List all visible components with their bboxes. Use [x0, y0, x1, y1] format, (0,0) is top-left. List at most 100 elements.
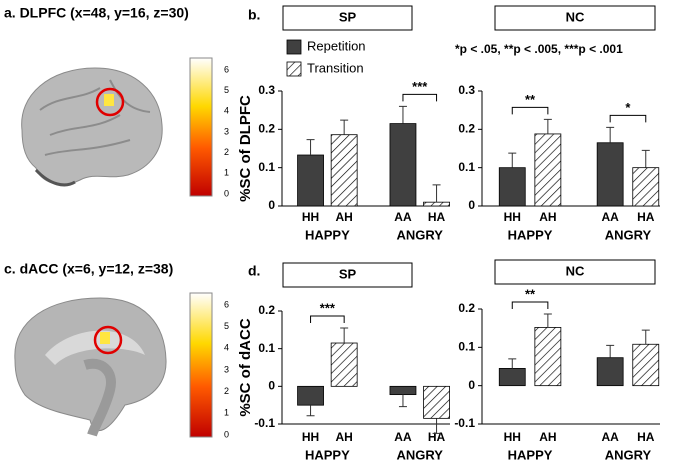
- significance-label: **: [525, 286, 536, 301]
- error-bar: [398, 394, 407, 408]
- group-label: ANGRY: [397, 447, 444, 462]
- title-box: [282, 262, 413, 288]
- bar: [330, 134, 358, 207]
- y-tick-label: 0.1: [458, 340, 475, 354]
- y-axis-label: %SC of dACC: [237, 318, 254, 416]
- y-tick-label: 0.1: [258, 341, 275, 355]
- group-label: ANGRY: [605, 227, 652, 242]
- legend-label: Repetition: [307, 38, 366, 53]
- panel-label: c. dACC (x=6, y=12, z=38): [4, 261, 173, 277]
- bar: [389, 385, 417, 396]
- error-bar: [606, 344, 615, 358]
- x-tick-label: AA: [601, 210, 619, 224]
- significance-label: ***: [320, 300, 336, 315]
- bar: [297, 385, 324, 406]
- error-bar: [340, 119, 349, 135]
- significance-bracket: [310, 315, 345, 323]
- x-tick-label: HH: [302, 430, 319, 444]
- panel-label: d.: [248, 263, 260, 279]
- x-tick-label: HA: [637, 210, 655, 224]
- y-tick-label: 0.1: [258, 160, 275, 174]
- bar: [498, 167, 526, 207]
- x-tick-label: AH: [539, 210, 556, 224]
- y-axis-label: %SC of DLPFC: [237, 95, 254, 202]
- bar: [534, 326, 562, 387]
- colorbar-tick-label: 4: [224, 106, 229, 116]
- colorbar-tick-label: 6: [224, 64, 229, 74]
- bar: [596, 357, 624, 387]
- error-bar: [606, 126, 615, 143]
- group-label: ANGRY: [397, 227, 444, 242]
- significance-label: ***: [412, 79, 428, 94]
- bar: [596, 142, 624, 207]
- colorbar-tick-label: 0: [224, 429, 229, 439]
- error-bar: [543, 313, 552, 328]
- y-tick-label: 0: [268, 198, 275, 212]
- significance-bracket: [402, 93, 438, 102]
- significance-bracket: [511, 301, 549, 309]
- error-bar: [306, 405, 315, 417]
- error-bar: [340, 327, 349, 344]
- y-tick-label: -0.1: [254, 416, 275, 430]
- title-box: [494, 5, 656, 31]
- bar: [632, 343, 660, 387]
- x-tick-label: HA: [428, 430, 446, 444]
- error-bar: [432, 184, 441, 203]
- y-tick-label: 0.1: [458, 160, 475, 174]
- y-tick-label: -0.1: [454, 416, 475, 430]
- colorbar-tick-label: 6: [224, 299, 229, 309]
- x-tick-label: HA: [428, 210, 446, 224]
- chart-title: SP: [339, 9, 357, 24]
- error-bar: [508, 358, 517, 369]
- colorbar-tick-label: 1: [224, 408, 229, 418]
- brain-image: [14, 297, 167, 437]
- significance-bracket: [609, 114, 647, 123]
- colorbar-tick-label: 5: [224, 321, 229, 331]
- y-tick-label: 0.3: [458, 83, 475, 97]
- error-bar: [641, 149, 650, 168]
- error-bar: [432, 418, 441, 434]
- bar: [423, 201, 450, 207]
- y-tick-label: 0: [268, 379, 275, 393]
- bar: [498, 368, 526, 387]
- legend-swatch: [286, 39, 302, 55]
- x-tick-label: AH: [335, 210, 352, 224]
- x-tick-label: HH: [302, 210, 319, 224]
- legend-swatch: [286, 61, 302, 77]
- chart-title: SP: [339, 266, 357, 281]
- chart-title: NC: [566, 9, 585, 24]
- y-tick-label: 0.2: [458, 122, 475, 136]
- colorbar: [189, 292, 213, 438]
- x-tick-label: HH: [504, 210, 521, 224]
- brain-image: [21, 67, 163, 187]
- colorbar-tick-label: 2: [224, 386, 229, 396]
- colorbar-tick-label: 4: [224, 343, 229, 353]
- x-tick-label: AA: [394, 430, 412, 444]
- error-bar: [508, 152, 517, 168]
- colorbar-tick-label: 0: [224, 188, 229, 198]
- bar: [330, 342, 358, 387]
- x-tick-label: AH: [335, 430, 352, 444]
- y-tick-label: 0.3: [258, 83, 275, 97]
- x-tick-label: AA: [394, 210, 412, 224]
- group-label: ANGRY: [605, 447, 652, 462]
- bar: [534, 133, 562, 207]
- x-tick-label: AH: [539, 430, 556, 444]
- x-tick-label: HH: [504, 430, 521, 444]
- chart-title: NC: [566, 263, 585, 278]
- x-tick-label: AA: [601, 430, 619, 444]
- y-tick-label: 0: [468, 198, 475, 212]
- significance-label: **: [525, 92, 536, 107]
- colorbar-tick-label: 1: [224, 168, 229, 178]
- y-tick-label: 0.2: [258, 303, 275, 317]
- title-box: [282, 5, 413, 31]
- colorbar-tick-label: 3: [224, 364, 229, 374]
- group-label: HAPPY: [508, 227, 553, 242]
- panel-label: a. DLPFC (x=48, y=16, z=30): [4, 5, 189, 21]
- group-label: HAPPY: [508, 447, 553, 462]
- colorbar: [189, 57, 213, 197]
- bar: [389, 123, 417, 207]
- y-tick-label: 0: [468, 378, 475, 392]
- y-tick-label: 0.2: [258, 122, 275, 136]
